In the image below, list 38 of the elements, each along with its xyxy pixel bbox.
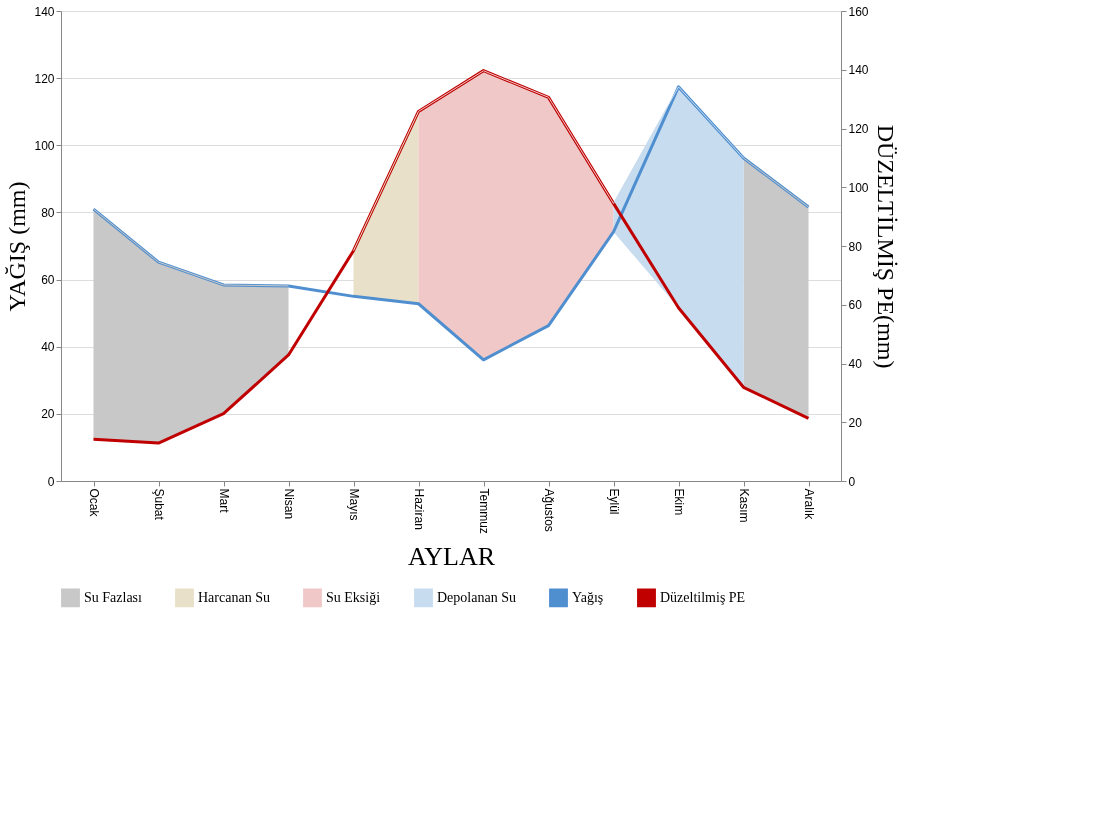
x-tick-label: Aralık: [802, 488, 816, 521]
y-tick-label: 40: [41, 340, 55, 355]
y-tick-label: 20: [41, 407, 55, 422]
y-tick-label: 60: [41, 273, 55, 288]
y-tick-label: 80: [41, 205, 55, 220]
y2-tick-label: 0: [848, 474, 856, 489]
legend-label: Düzeltilmiş PE: [660, 589, 746, 605]
y-tick-label: 140: [34, 4, 55, 19]
x-tick-label: Eylül: [607, 488, 621, 515]
x-axis-title: AYLAR: [407, 541, 496, 571]
y2-tick-label: 60: [848, 298, 863, 313]
y2-tick-label: 20: [848, 415, 863, 430]
y2-tick-label: 80: [848, 239, 863, 254]
y2-tick-label: 140: [848, 63, 869, 78]
x-tick-label: Ağustos: [542, 488, 556, 532]
legend-label: Depolanan Su: [437, 589, 516, 605]
y2-axis-title: DÜZELTİLMİŞ PE(mm): [872, 124, 899, 369]
x-tick-label: Ekim: [672, 488, 686, 516]
x-tick-label: Kasım: [737, 488, 751, 523]
y-tick-label: 120: [34, 71, 55, 86]
y2-tick-label: 120: [848, 122, 869, 136]
x-tick-label: Mart: [217, 488, 231, 514]
x-tick-label: Haziran: [412, 488, 426, 530]
y-tick-label: 0: [47, 474, 55, 489]
y2-tick-label: 160: [848, 4, 869, 19]
x-tick-label: Nisan: [282, 488, 296, 520]
legend-label: Yağış: [572, 589, 604, 605]
x-tick-label: Temmuz: [477, 488, 491, 534]
y2-tick-label: 100: [848, 180, 869, 195]
x-tick-label: Mayıs: [347, 488, 361, 521]
y-tick-label: 100: [34, 138, 55, 153]
legend-label: Su Fazlası: [84, 589, 143, 605]
x-tick-label: Ocak: [87, 488, 101, 518]
x-tick-label: Şubat: [152, 488, 166, 521]
legend-label: Harcanan Su: [198, 589, 270, 605]
y-axis-title: YAĞIŞ (mm): [4, 181, 31, 312]
y2-tick-label: 40: [848, 357, 863, 371]
legend-label: Su Eksiği: [326, 589, 381, 605]
